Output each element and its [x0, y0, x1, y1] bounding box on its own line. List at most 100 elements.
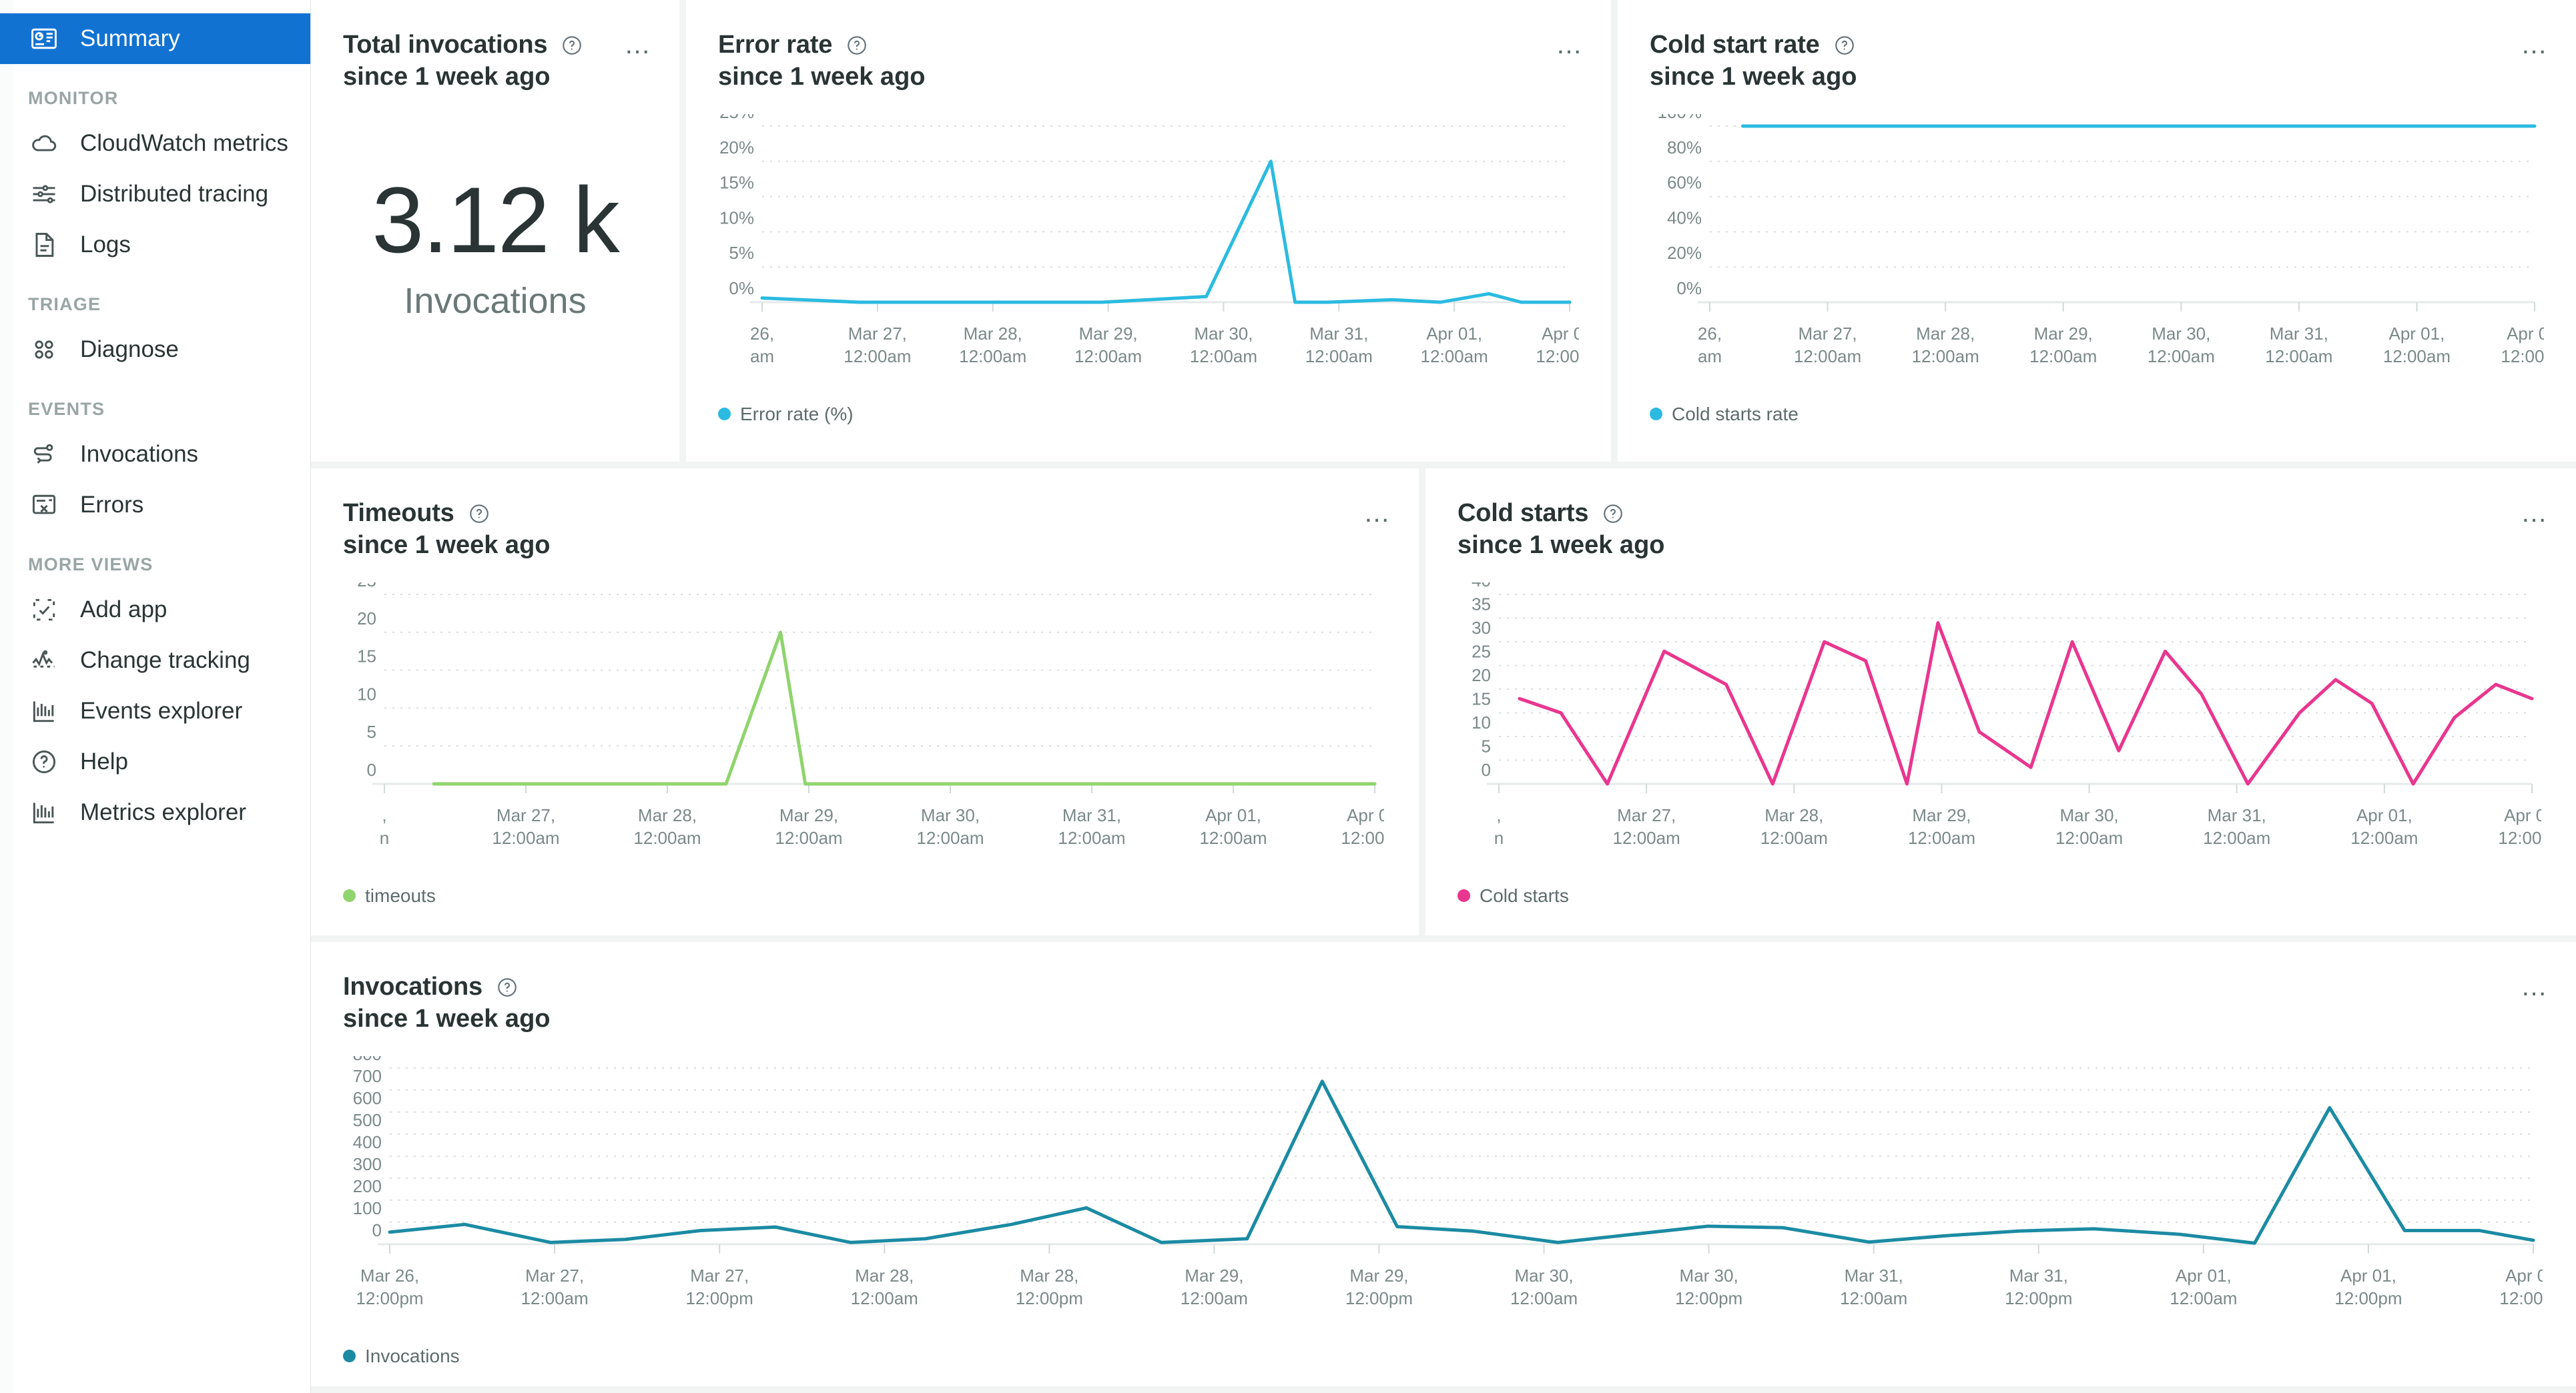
sidebar-item-label: Invocations: [80, 441, 199, 467]
card-title: Total invocations: [343, 31, 548, 59]
svg-text:15: 15: [357, 646, 376, 666]
help-circle-icon[interactable]: [496, 976, 519, 999]
card-header: Invocations since 1 week ago: [343, 973, 2544, 1036]
sidebar: Summary MONITOR CloudWatch metrics Distr…: [0, 0, 311, 1393]
sidebar-item-help[interactable]: Help: [0, 737, 310, 787]
svg-text:Mar 31,12:00am: Mar 31, 12:00am: [1840, 1266, 1907, 1308]
card-total-invocations: Total invocations since 1 week ago …: [311, 0, 679, 462]
tracing-icon: [28, 178, 60, 210]
sidebar-item-label: CloudWatch metrics: [80, 130, 288, 156]
svg-text:20: 20: [1472, 665, 1491, 685]
card-menu-button[interactable]: …: [2521, 30, 2549, 59]
sidebar-item-summary[interactable]: Summary: [0, 13, 310, 64]
sidebar-item-label: Distributed tracing: [80, 181, 269, 207]
card-header: Cold start rate since 1 week ago: [1650, 31, 2544, 94]
chart-cold-starts[interactable]: 0 5 10 15 20 25 30 35 40 ,n Mar 27,12:00am Mar 28,1…: [1458, 582, 2544, 863]
svg-text:Apr 01,12:00am: Apr 01, 12:00am: [2350, 805, 2418, 848]
chart-error-rate[interactable]: 0% 5% 10% 15% 20% 25% 26,am Mar 27,12:00am Mar 2…: [718, 114, 1579, 381]
chart-legend: timeouts: [343, 885, 1387, 907]
card-menu-button[interactable]: …: [1556, 30, 1584, 59]
sidebar-section-events: EVENTS: [28, 399, 105, 419]
chart-timeouts[interactable]: 0 5 10 15 20 25 ,n Mar 27,12:00am Mar 28,12:00am…: [343, 582, 1387, 863]
svg-text:700: 700: [353, 1066, 382, 1086]
svg-text:15: 15: [1472, 688, 1491, 709]
sidebar-item-errors[interactable]: Errors: [0, 480, 310, 530]
card-error-rate: Error rate since 1 week ago … 0% 5% 10% 15%…: [686, 0, 1611, 462]
card-header: Error rate since 1 week ago: [718, 31, 1579, 94]
sidebar-item-label: Change tracking: [80, 647, 250, 673]
svg-text:Apr 02,12:00am: Apr 02,12:00am: [2499, 1266, 2543, 1308]
sidebar-item-metrics-explorer[interactable]: Metrics explorer: [0, 787, 310, 838]
svg-text:Mar 27,12:00am: Mar 27, 12:00am: [492, 805, 559, 848]
add-app-icon: [28, 594, 60, 626]
chart-legend: Error rate (%): [718, 404, 1579, 425]
legend-label: Invocations: [365, 1345, 460, 1366]
svg-text:15%: 15%: [719, 173, 754, 193]
card-menu-button[interactable]: …: [2521, 498, 2549, 528]
svg-text:100: 100: [353, 1198, 382, 1218]
card-title: Error rate: [718, 31, 833, 59]
svg-text:Mar 26,12:00pm: Mar 26, 12:00pm: [356, 1266, 423, 1308]
sidebar-item-events-explorer[interactable]: Events explorer: [0, 686, 310, 737]
help-circle-icon[interactable]: [468, 502, 491, 525]
card-timeouts: Timeouts since 1 week ago … 0 5 10 15 20 25 ,n…: [311, 468, 1419, 935]
card-subtitle: since 1 week ago: [1458, 530, 1665, 559]
svg-text:0%: 0%: [1676, 278, 1702, 298]
svg-text:Mar 29,12:00am: Mar 29, 12:00am: [2029, 324, 2097, 366]
svg-text:Apr 02,12:00am: Apr 02,12:00am: [2498, 805, 2541, 848]
svg-text:Mar 30,12:00pm: Mar 30, 12:00pm: [1675, 1266, 1742, 1308]
help-circle-icon[interactable]: [1602, 502, 1624, 525]
help-circle-icon[interactable]: [1833, 34, 1856, 57]
svg-text:Mar 31,12:00am: Mar 31, 12:00am: [1058, 805, 1125, 848]
sidebar-item-label: Diagnose: [80, 336, 179, 362]
chart-cold-start-rate[interactable]: 0% 20% 40% 60% 80% 100% 26,am Mar 27,12:00am Mar…: [1650, 114, 2545, 381]
svg-text:Mar 31,12:00am: Mar 31, 12:00am: [1305, 324, 1373, 366]
svg-text:Mar 30,12:00am: Mar 30, 12:00am: [1190, 324, 1257, 366]
card-header: Total invocations since 1 week ago: [343, 31, 647, 94]
svg-text:10%: 10%: [719, 207, 754, 227]
sidebar-item-label: Logs: [80, 231, 131, 258]
legend-color-swatch: [1650, 408, 1662, 421]
card-subtitle: since 1 week ago: [343, 1004, 551, 1033]
svg-text:40: 40: [1472, 582, 1491, 590]
svg-text:Apr 01,12:00am: Apr 01, 12:00am: [2170, 1266, 2237, 1308]
svg-text:25%: 25%: [719, 114, 754, 122]
svg-text:10: 10: [1472, 713, 1491, 733]
card-menu-button[interactable]: …: [1363, 498, 1392, 528]
sidebar-item-invocations[interactable]: Invocations: [0, 429, 310, 480]
sidebar-item-diagnose[interactable]: Diagnose: [0, 324, 310, 375]
svg-text:Apr 02,12:00am: Apr 02,12:00am: [1341, 805, 1384, 848]
card-title: Cold start rate: [1650, 31, 1820, 59]
svg-text:5: 5: [367, 722, 376, 742]
sidebar-item-change-tracking[interactable]: Change tracking: [0, 635, 310, 686]
sidebar-item-cloudwatch-metrics[interactable]: CloudWatch metrics: [0, 118, 310, 169]
chart-legend: Invocations: [343, 1346, 2544, 1367]
help-circle-icon[interactable]: [561, 34, 583, 57]
svg-text:26,am: 26, am: [750, 324, 774, 366]
sidebar-item-add-app[interactable]: Add app: [0, 584, 310, 635]
legend-label: timeouts: [365, 885, 436, 906]
svg-text:Mar 29,12:00am: Mar 29, 12:00am: [775, 805, 842, 848]
svg-text:Apr 02,12:00am: Apr 02,12:00am: [2501, 324, 2544, 366]
bar-chart-icon: [28, 695, 60, 727]
legend-label: Cold starts rate: [1672, 403, 1799, 424]
card-menu-button[interactable]: …: [2521, 972, 2549, 1001]
help-circle-icon[interactable]: [846, 34, 868, 57]
change-tracking-icon: [28, 644, 60, 676]
sidebar-item-label: Events explorer: [80, 698, 243, 724]
legend-color-swatch: [1458, 889, 1470, 903]
card-subtitle: since 1 week ago: [1650, 62, 1857, 91]
sidebar-item-logs[interactable]: Logs: [0, 219, 310, 270]
sidebar-section-triage: TRIAGE: [28, 294, 101, 314]
sidebar-item-distributed-tracing[interactable]: Distributed tracing: [0, 169, 310, 219]
svg-text:5%: 5%: [729, 243, 754, 263]
svg-text:Mar 27,12:00am: Mar 27, 12:00am: [1613, 805, 1680, 848]
svg-text:35: 35: [1472, 594, 1491, 614]
svg-text:Mar 27,12:00am: Mar 27, 12:00am: [844, 324, 911, 366]
svg-text:Mar 29,12:00am: Mar 29, 12:00am: [1181, 1266, 1248, 1308]
dashboard-icon: [28, 23, 60, 55]
card-menu-button[interactable]: …: [624, 30, 653, 59]
sidebar-item-label: Metrics explorer: [80, 799, 246, 825]
invocation-arrow-icon: [28, 438, 60, 470]
